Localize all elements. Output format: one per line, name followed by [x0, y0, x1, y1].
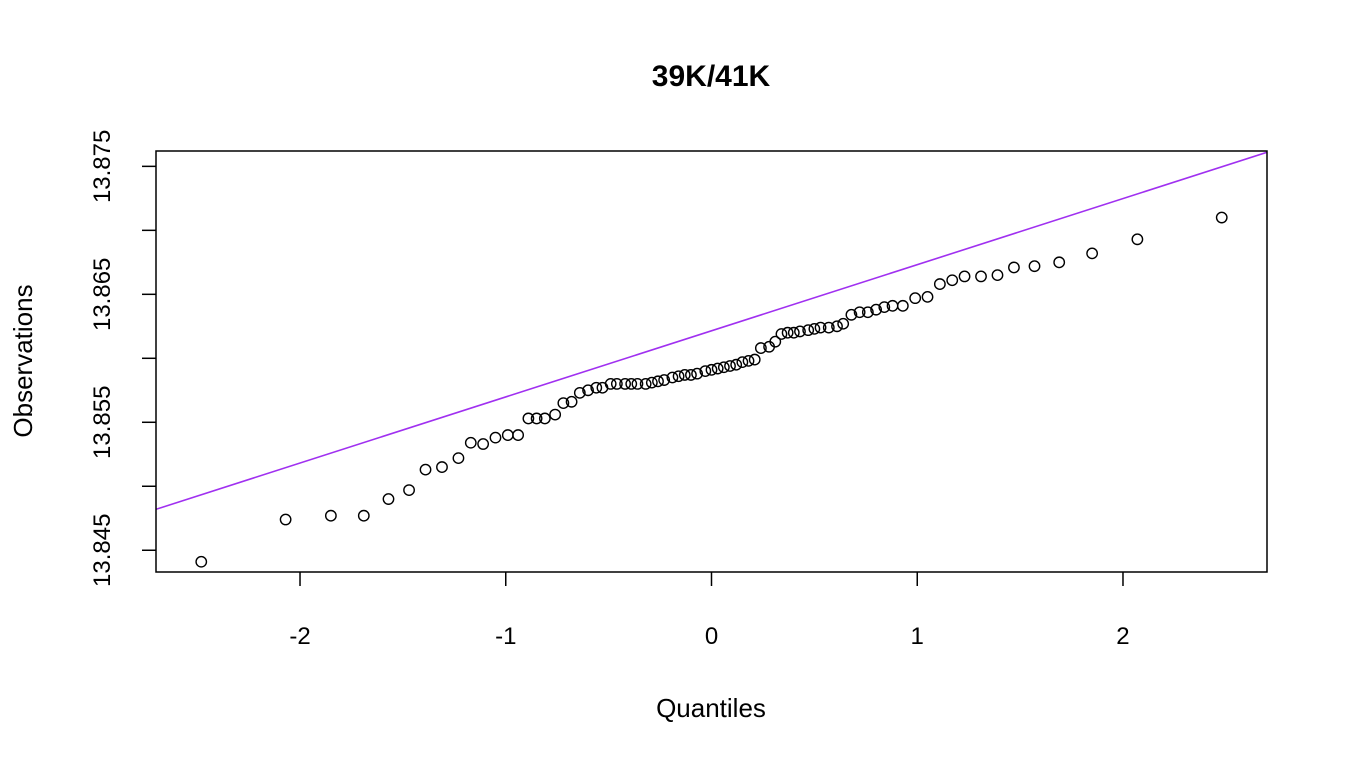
data-point [382, 493, 395, 505]
data-point [522, 412, 535, 425]
data-point [748, 353, 761, 366]
data-point [933, 278, 946, 290]
plot-frame [155, 150, 1268, 573]
data-point [781, 326, 794, 339]
data-point [619, 377, 631, 390]
x-tick-label: -2 [289, 623, 310, 650]
data-point [357, 509, 370, 522]
data-point [946, 274, 959, 287]
data-point [625, 377, 638, 390]
data-point [631, 377, 644, 390]
data-point [590, 381, 603, 394]
data-point [717, 361, 730, 374]
data-point [678, 369, 691, 381]
data-point [878, 301, 891, 314]
data-point [557, 397, 570, 409]
data-point [769, 335, 782, 348]
data-point [705, 363, 718, 376]
y-tick-label: 13.875 [89, 130, 116, 203]
data-point [1053, 256, 1066, 269]
data-point [582, 384, 594, 397]
data-point [975, 270, 987, 283]
data-point [604, 377, 617, 390]
data-point [324, 509, 337, 522]
data-point [808, 322, 821, 335]
y-tick-label: 13.855 [89, 386, 116, 459]
x-tick-label: 0 [705, 623, 718, 650]
data-point [787, 326, 800, 339]
data-point [501, 429, 514, 441]
data-point [645, 376, 658, 389]
data-point [452, 452, 465, 465]
data-point [822, 321, 835, 334]
y-axis: 13.845 13.855 13.865 13.875 [89, 130, 156, 587]
data-point [958, 270, 971, 283]
data-point [736, 356, 749, 369]
data-point [775, 328, 788, 340]
data-point [853, 306, 866, 319]
data-point [991, 269, 1004, 282]
y-axis-label: Observations [8, 284, 38, 437]
data-point [464, 436, 477, 449]
data-point [711, 362, 724, 375]
data-point [489, 431, 502, 444]
data-point [691, 367, 703, 380]
x-axis-label: Quantiles [656, 693, 766, 723]
x-tick-label: -1 [495, 623, 516, 650]
chart-title: 39K/41K [652, 60, 771, 93]
data-point [699, 365, 712, 377]
data-point [730, 358, 743, 371]
plot-area [156, 151, 1267, 568]
data-point [436, 461, 448, 473]
data-point [754, 342, 767, 354]
data-point [870, 303, 882, 316]
data-point [837, 317, 850, 330]
data-point [573, 386, 586, 399]
data-point [549, 408, 562, 421]
data-point [861, 306, 874, 319]
qq-reference-line [156, 151, 1267, 511]
data-point [1086, 247, 1099, 260]
data-point [477, 438, 490, 450]
data-point [195, 555, 208, 568]
data-point [685, 369, 697, 381]
data-point [845, 308, 858, 321]
data-point [921, 290, 934, 303]
x-tick-label: 1 [911, 623, 924, 650]
data-point [896, 299, 909, 312]
y-tick-label: 13.865 [89, 258, 116, 331]
data-point [1215, 211, 1228, 224]
data-point [794, 325, 806, 338]
data-point [831, 320, 843, 333]
data-point [658, 374, 671, 386]
data-point [1028, 260, 1041, 273]
data-point [666, 371, 679, 384]
data-point [639, 377, 652, 390]
data-point [909, 292, 922, 305]
data-point [724, 360, 736, 372]
data-point [419, 463, 432, 476]
data-point [814, 321, 827, 334]
x-tick-label: 2 [1116, 623, 1129, 650]
data-point [403, 484, 415, 497]
x-axis: -2 -1 0 1 2 [289, 572, 1130, 650]
data-point [1008, 261, 1020, 274]
data-point [802, 324, 815, 337]
data-point [672, 370, 685, 383]
data-point [1131, 233, 1144, 246]
data-point [565, 395, 578, 408]
data-point [279, 513, 292, 526]
data-point [610, 377, 623, 390]
data-point [742, 354, 755, 367]
data-point [538, 412, 551, 425]
data-point [512, 429, 525, 441]
y-tick-label: 13.845 [89, 514, 116, 587]
data-point [530, 412, 543, 425]
data-point [652, 375, 664, 388]
